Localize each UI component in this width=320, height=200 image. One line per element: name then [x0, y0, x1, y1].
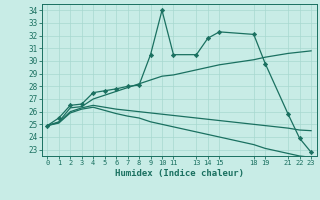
- X-axis label: Humidex (Indice chaleur): Humidex (Indice chaleur): [115, 169, 244, 178]
